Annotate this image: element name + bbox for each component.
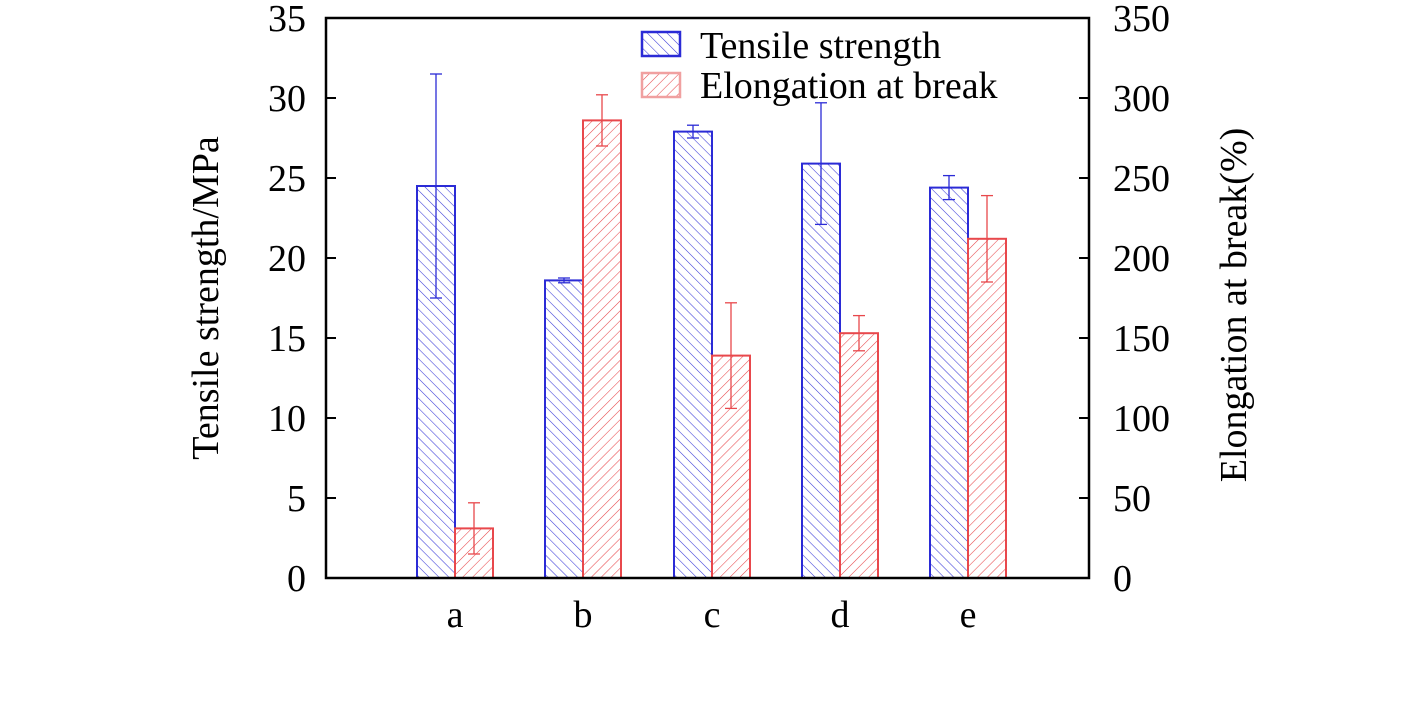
left-tick-label: 0: [287, 558, 306, 600]
right-tick-label: 50: [1113, 478, 1151, 520]
error-bar-tensile-strength-a: [430, 73, 442, 299]
left-tick-label: 5: [287, 478, 306, 520]
bar-elongation-at-break-b: [582, 119, 622, 580]
left-tick-label: 25: [268, 158, 306, 200]
category-label-d: d: [831, 594, 850, 636]
left-axis: 0 5 10 15 20 25 30 35: [268, 0, 336, 600]
right-tick-label: 350: [1113, 0, 1170, 40]
category-label-e: e: [960, 594, 977, 636]
bar-elongation-at-break-e: [967, 237, 1007, 580]
plot-frame: [324, 16, 1091, 580]
bars-layer: [416, 119, 1007, 580]
right-tick-label: 150: [1113, 318, 1170, 360]
legend: Tensile strength Elongation at break: [640, 25, 998, 107]
left-tick-label: 30: [268, 78, 306, 120]
legend-label-elongation-at-break: Elongation at break: [700, 65, 998, 107]
error-bar-elongation-at-break-e: [981, 194, 993, 283]
error-bar-elongation-at-break-d: [853, 314, 865, 352]
category-label-a: a: [447, 594, 464, 636]
error-bar-tensile-strength-d: [815, 102, 827, 226]
error-bar-elongation-at-break-a: [468, 502, 480, 555]
left-tick-label: 15: [268, 318, 306, 360]
bar-elongation-at-break-d: [839, 332, 879, 580]
right-axis-title: Elongation at break(%): [1213, 128, 1255, 483]
right-tick-label: 0: [1113, 558, 1132, 600]
bar-tensile-strength-d: [801, 162, 841, 579]
bar-tensile-strength-c: [673, 130, 713, 579]
right-tick-label: 300: [1113, 78, 1170, 120]
right-tick-label: 250: [1113, 158, 1170, 200]
legend-label-tensile-strength: Tensile strength: [700, 25, 941, 67]
bar-tensile-strength-e: [929, 186, 969, 579]
error-bar-tensile-strength-b: [558, 277, 570, 284]
error-bar-tensile-strength-e: [943, 174, 955, 201]
error-bar-tensile-strength-c: [687, 124, 699, 139]
left-axis-title: Tensile strength/MPa: [185, 136, 227, 460]
right-tick-label: 200: [1113, 238, 1170, 280]
x-axis-categories: a b c d e: [447, 594, 977, 636]
category-label-b: b: [574, 594, 593, 636]
error-bars-layer: [430, 73, 993, 555]
left-tick-label: 10: [268, 398, 306, 440]
legend-swatch-tensile-strength: [640, 30, 682, 58]
left-tick-label: 35: [268, 0, 306, 40]
right-tick-label: 100: [1113, 398, 1170, 440]
right-axis: 0 50 100 150 200 250 300 350: [1079, 0, 1170, 600]
left-tick-label: 20: [268, 238, 306, 280]
error-bar-elongation-at-break-b: [596, 94, 608, 147]
category-label-c: c: [704, 594, 721, 636]
error-bar-elongation-at-break-c: [725, 302, 737, 410]
bar-tensile-strength-b: [544, 279, 584, 579]
legend-swatch-elongation-at-break: [640, 71, 682, 99]
